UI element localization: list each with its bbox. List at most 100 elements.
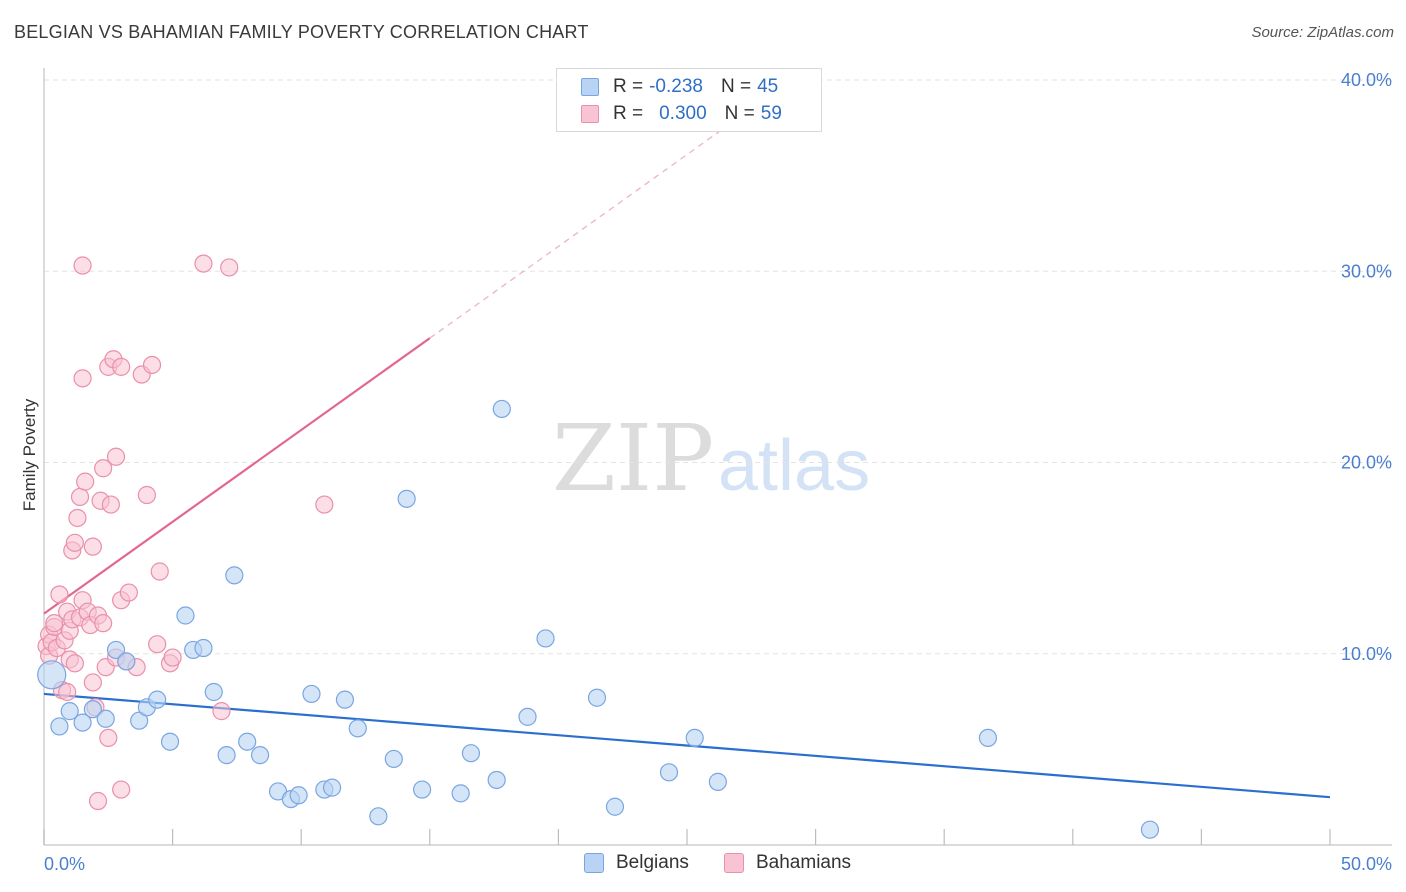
belgians-point <box>335 690 355 709</box>
belgians-point <box>83 700 102 719</box>
bahamians-trend-line <box>43 337 431 615</box>
belgians-point <box>194 638 213 658</box>
belgians-legend-label: Belgians <box>616 852 689 873</box>
belgians-point <box>73 713 92 732</box>
bahamians-point <box>65 654 84 673</box>
belgians-point <box>60 702 79 721</box>
bahamians-point <box>94 614 113 633</box>
legend-n-label: N = <box>724 103 755 124</box>
belgians-point <box>204 682 223 702</box>
y-tick-label: 20.0% <box>1341 453 1392 473</box>
belgians-point <box>37 660 67 690</box>
watermark: ZIP atlas <box>552 405 870 512</box>
belgians-point <box>708 772 727 791</box>
belgians-point <box>451 784 470 803</box>
belgians-point <box>605 797 625 816</box>
series-legend-belgians[interactable]: Belgians <box>584 852 689 874</box>
y-tick-label: 40.0% <box>1341 70 1392 90</box>
belgians-point <box>289 786 308 805</box>
bahamians-point <box>112 357 131 376</box>
y-tick-label: 30.0% <box>1341 261 1392 281</box>
belgians-point <box>487 770 506 790</box>
bahamians-point <box>212 702 231 721</box>
y-tick-labels: 10.0% 20.0% 30.0% 40.0% <box>1341 70 1392 664</box>
belgians-points <box>37 399 1160 839</box>
belgians-point <box>461 744 481 763</box>
belgians-point <box>348 719 367 738</box>
bahamians-point <box>101 495 120 514</box>
belgians-point <box>536 629 555 648</box>
bahamians-trend-extension <box>429 108 752 339</box>
belgians-point <box>587 688 607 707</box>
belgians-point <box>492 399 511 419</box>
belgians-point <box>117 652 136 671</box>
belgians-point <box>96 709 115 728</box>
bahamians-point <box>150 562 169 581</box>
belgians-point <box>250 746 270 765</box>
belgians-point <box>322 778 342 797</box>
legend-r-value: -0.238 <box>649 76 703 97</box>
belgians-point <box>50 717 69 736</box>
belgians-point <box>176 606 195 625</box>
legend-r-label: R = <box>613 76 644 97</box>
series-legend: Belgians Bahamians <box>0 852 1406 878</box>
belgians-point <box>518 707 537 726</box>
bahamians-point <box>83 537 102 556</box>
legend-n-value: 59 <box>760 103 782 124</box>
bahamians-point <box>194 254 213 273</box>
y-axis-label: Family Poverty <box>20 398 39 511</box>
belgians-legend-swatch <box>584 853 604 873</box>
bahamians-point <box>50 585 69 604</box>
belgians-point <box>978 728 998 748</box>
legend-row-bahamians: R = 0.300 N = 59 <box>581 102 782 126</box>
legend-r-label: R = <box>613 103 644 124</box>
belgians-point <box>412 780 432 799</box>
belgians-point <box>685 728 704 748</box>
belgians-point <box>659 763 679 782</box>
bahamians-point <box>119 583 138 602</box>
bahamians-point <box>315 495 334 514</box>
bahamians-point <box>83 673 102 692</box>
belgians-point <box>225 566 244 585</box>
bahamians-point <box>106 447 126 466</box>
bahamians-point <box>76 472 95 491</box>
legend-r-value: 0.300 <box>659 103 707 124</box>
trend-lines <box>43 108 1331 799</box>
belgians-point <box>130 711 149 730</box>
x-tick-label: 0.0% <box>44 854 85 874</box>
legend-row-belgians: R = -0.238 N = 45 <box>581 75 778 99</box>
bahamians-point <box>58 682 77 702</box>
belgians-trend-line <box>43 692 1331 799</box>
bahamians-point <box>220 258 239 277</box>
bahamians-point <box>45 614 64 633</box>
bahamians-point <box>88 791 108 811</box>
belgians-point <box>160 732 180 751</box>
legend-n-label: N = <box>720 76 752 97</box>
bahamians-swatch <box>581 105 599 123</box>
chart-title: BELGIAN VS BAHAMIAN FAMILY POVERTY CORRE… <box>14 22 589 42</box>
bahamians-point <box>142 355 162 375</box>
watermark-atlas: atlas <box>718 426 870 506</box>
bahamians-legend-label: Bahamians <box>756 852 852 873</box>
bahamians-point <box>70 487 90 507</box>
belgians-swatch <box>581 78 599 96</box>
bahamians-point <box>148 635 167 654</box>
belgians-point <box>397 489 416 508</box>
y-tick-label: 10.0% <box>1341 644 1392 664</box>
axes <box>43 68 1392 846</box>
belgians-point <box>217 746 236 765</box>
bahamians-legend-swatch <box>724 853 744 873</box>
x-tick-label: 50.0% <box>1341 854 1392 874</box>
belgians-point <box>369 807 388 826</box>
bahamians-point <box>99 728 118 748</box>
series-legend-bahamians[interactable]: Bahamians <box>724 852 851 874</box>
stats-legend: R = -0.238 N = 45 R = 0.300 N = 59 <box>556 68 822 132</box>
bahamians-point <box>112 780 131 799</box>
bahamians-point <box>163 648 182 667</box>
bahamians-point <box>73 256 92 275</box>
belgians-point <box>106 640 126 660</box>
x-tick-labels: 0.0% 50.0% <box>44 854 1392 874</box>
belgians-point <box>384 749 403 769</box>
bahamians-point <box>73 369 92 388</box>
